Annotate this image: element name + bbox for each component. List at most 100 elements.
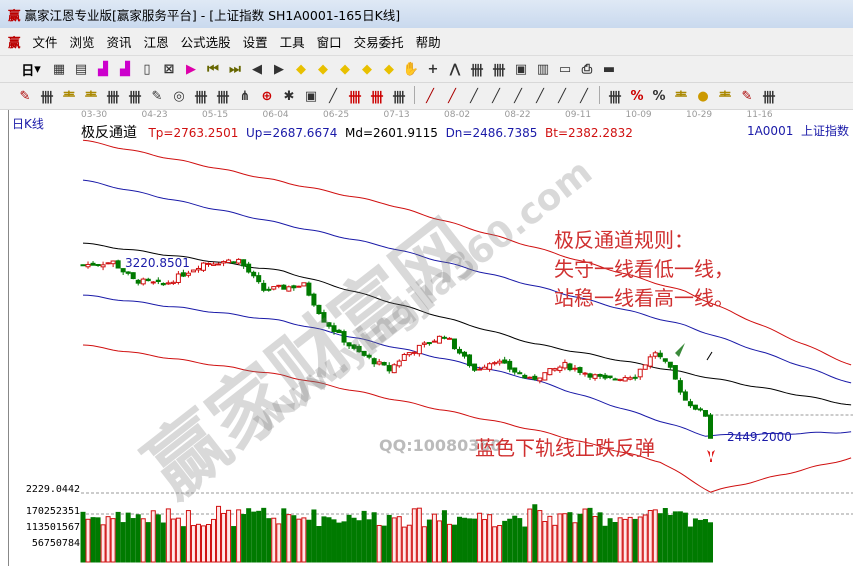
pen-icon[interactable]: ✎ bbox=[19, 88, 31, 104]
volume-bar bbox=[100, 524, 106, 563]
target-icon[interactable]: ⊕ bbox=[261, 88, 273, 104]
volume-bar bbox=[557, 513, 563, 563]
candle-body bbox=[281, 284, 287, 290]
calc-icon[interactable]: 卌 bbox=[392, 90, 406, 106]
square-icon[interactable]: ▣ bbox=[304, 88, 318, 104]
diamond-right-icon[interactable]: ◆ bbox=[318, 61, 328, 77]
circle-icon[interactable]: ◎ bbox=[173, 88, 185, 104]
gann-grid-icon[interactable]: 卌 bbox=[40, 90, 54, 106]
candle-body bbox=[421, 342, 427, 345]
gold-c-icon[interactable]: 龶 bbox=[674, 90, 688, 106]
gold-a-icon[interactable]: 龶 bbox=[62, 90, 76, 106]
volume-bar bbox=[477, 512, 483, 563]
candle-body bbox=[652, 352, 658, 357]
tool-b-icon[interactable]: 卌 bbox=[492, 63, 506, 79]
candle-body bbox=[211, 263, 217, 266]
fan-icon[interactable]: ⋔ bbox=[239, 88, 251, 104]
flag-icon[interactable]: ▶ bbox=[186, 61, 196, 77]
line5-icon[interactable]: ╱ bbox=[514, 88, 522, 104]
gann-icon[interactable]: ⊠ bbox=[163, 61, 175, 77]
candle-icon[interactable]: ▯ bbox=[143, 61, 151, 77]
menu-item[interactable]: 资讯 bbox=[106, 35, 132, 50]
shen-icon[interactable]: 卌 bbox=[348, 90, 362, 106]
n2-icon[interactable]: 卌 bbox=[216, 90, 230, 106]
diamond-both-icon[interactable]: ◆ bbox=[340, 61, 350, 77]
volume-bar bbox=[180, 526, 186, 563]
diamond-x-icon[interactable]: ◆ bbox=[362, 61, 372, 77]
gold-b-icon[interactable]: 龶 bbox=[84, 90, 98, 106]
volume-bar bbox=[366, 519, 372, 563]
menu-item[interactable]: 交易委托 bbox=[353, 35, 404, 50]
candle-body bbox=[497, 360, 503, 364]
lines-icon[interactable]: ╱ bbox=[329, 88, 337, 104]
line4-icon[interactable]: ╱ bbox=[492, 88, 500, 104]
percent-icon[interactable]: % bbox=[652, 88, 666, 104]
menu-item[interactable]: 设置 bbox=[242, 35, 268, 50]
volume-bar bbox=[446, 523, 452, 563]
bar-chart-9-icon[interactable]: ▟ bbox=[120, 61, 130, 77]
grid-icon[interactable]: ▦ bbox=[52, 61, 66, 77]
menu-logo[interactable]: 赢 bbox=[8, 35, 21, 50]
chart-icon[interactable]: 卌 bbox=[608, 90, 622, 106]
volume-bar bbox=[226, 509, 232, 563]
crosshair-icon[interactable]: + bbox=[427, 61, 439, 77]
candle-body bbox=[135, 279, 141, 284]
grid2-icon[interactable]: 卌 bbox=[194, 90, 208, 106]
ying-icon[interactable]: 卌 bbox=[370, 90, 384, 106]
book-icon[interactable]: ▥ bbox=[536, 61, 550, 77]
coin-icon[interactable]: ● bbox=[697, 88, 709, 104]
volume-bar bbox=[436, 520, 442, 563]
scroll-icon[interactable]: 卌 bbox=[762, 90, 776, 106]
chart-area[interactable]: 日K线 03-30 04-23 05-15 06-04 06-25 07-13 08-02 0… bbox=[8, 110, 853, 566]
right-icon[interactable]: ▶ bbox=[274, 61, 284, 77]
volume-bar bbox=[507, 518, 513, 563]
menu-item[interactable]: 帮助 bbox=[415, 35, 441, 50]
percent-red-icon[interactable]: % bbox=[630, 88, 644, 104]
line6-icon[interactable]: ╱ bbox=[536, 88, 544, 104]
pen2-icon[interactable]: ✎ bbox=[151, 88, 163, 104]
menu-item[interactable]: 文件 bbox=[32, 35, 58, 50]
hand-icon[interactable]: ✋ bbox=[402, 61, 420, 77]
indicator-name: 极反通道 bbox=[81, 125, 137, 141]
volume-bar bbox=[311, 509, 317, 563]
line8-icon[interactable]: ╱ bbox=[580, 88, 588, 104]
menu-item[interactable]: 窗口 bbox=[316, 35, 342, 50]
tool-a-icon[interactable]: 卌 bbox=[470, 63, 484, 79]
volume-bar bbox=[577, 513, 583, 563]
zigzag-icon[interactable]: ⋀ bbox=[449, 61, 461, 77]
window-icon[interactable]: ▭ bbox=[558, 61, 572, 77]
kline-chart[interactable] bbox=[9, 110, 853, 566]
left-icon[interactable]: ◀ bbox=[252, 61, 262, 77]
diamond-star-icon[interactable]: ◆ bbox=[384, 61, 394, 77]
period-select[interactable]: 日 ▾ bbox=[21, 61, 41, 79]
candle-body bbox=[391, 364, 397, 374]
first-icon[interactable]: ⏮ bbox=[207, 61, 219, 77]
pen3-icon[interactable]: ✎ bbox=[741, 88, 753, 104]
bar-chart-3-icon[interactable]: ▟ bbox=[98, 61, 108, 77]
fib-icon[interactable]: 卌 bbox=[106, 90, 120, 106]
candle-body bbox=[190, 269, 196, 273]
volume-bar bbox=[95, 517, 101, 563]
monitor-icon[interactable]: ▬ bbox=[602, 61, 616, 77]
gold-d-icon[interactable]: 龶 bbox=[718, 90, 732, 106]
candle-body bbox=[577, 367, 583, 373]
menu-item[interactable]: 江恩 bbox=[143, 35, 169, 50]
menu-item[interactable]: 浏览 bbox=[69, 35, 95, 50]
diamond-left-icon[interactable]: ◆ bbox=[296, 61, 306, 77]
menu-item[interactable]: 工具 bbox=[279, 35, 305, 50]
green-arrow-icon bbox=[675, 343, 685, 357]
candle-body bbox=[446, 337, 452, 340]
print-icon[interactable]: ⎙ bbox=[581, 61, 593, 77]
spiral-icon[interactable]: 卌 bbox=[128, 90, 142, 106]
star-icon[interactable]: ✱ bbox=[283, 88, 295, 104]
line3-icon[interactable]: ╱ bbox=[470, 88, 478, 104]
line2-icon[interactable]: ╱ bbox=[448, 88, 456, 104]
line7-icon[interactable]: ╱ bbox=[558, 88, 566, 104]
doc-icon[interactable]: ▤ bbox=[74, 61, 88, 77]
calendar-icon[interactable]: ▣ bbox=[514, 61, 528, 77]
menu-item[interactable]: 公式选股 bbox=[180, 35, 231, 50]
volume-bar bbox=[602, 525, 608, 563]
volume-bar bbox=[632, 518, 638, 563]
line1-icon[interactable]: ╱ bbox=[426, 88, 434, 104]
last-icon[interactable]: ⏭ bbox=[229, 61, 241, 77]
